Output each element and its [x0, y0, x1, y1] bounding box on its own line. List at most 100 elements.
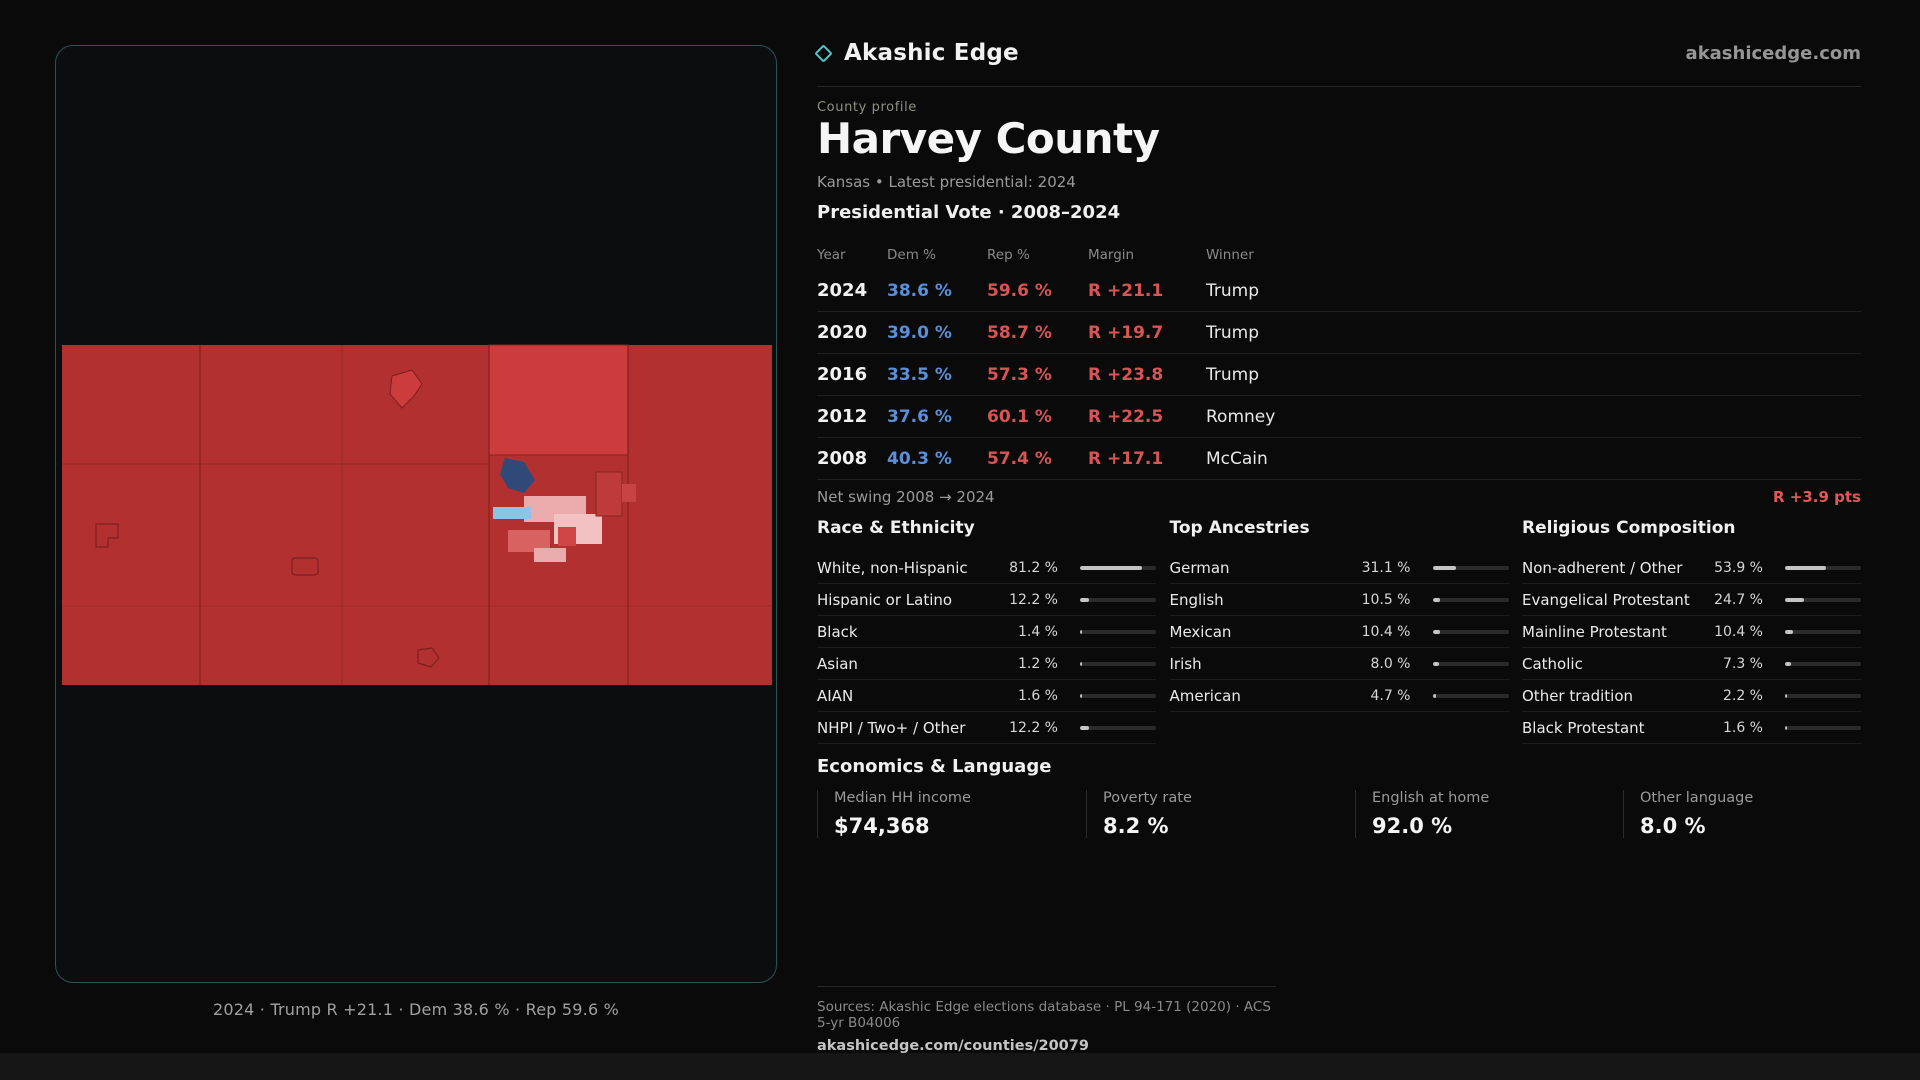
- demo-bar: [1785, 693, 1861, 698]
- demo-row: Irish 8.0 %: [1169, 648, 1509, 680]
- demo-bar: [1432, 629, 1509, 634]
- map-city-rep-precinct: [558, 527, 576, 546]
- demo-value: 4.7 %: [1370, 687, 1411, 704]
- demo-bar-fill: [1432, 597, 1441, 602]
- demo-value: 1.6 %: [1017, 687, 1058, 704]
- demo-row: Non-adherent / Other 53.9 %: [1522, 552, 1861, 584]
- demo-row: German 31.1 %: [1169, 552, 1509, 584]
- demo-value: 1.2 %: [1017, 655, 1058, 672]
- demo-bar: [1080, 565, 1156, 570]
- demo-bar: [1080, 597, 1156, 602]
- brand-diamond-icon: [814, 43, 833, 63]
- demo-bar-fill: [1432, 565, 1457, 570]
- demo-value: 24.7 %: [1714, 591, 1763, 608]
- vote-winner: Trump: [1206, 280, 1260, 301]
- demo-bar-fill: [1785, 597, 1804, 602]
- demo-column: Religious Composition Non-adherent / Othe…: [1522, 518, 1861, 744]
- map-east-precinct: [595, 471, 623, 517]
- demo-row: Black Protestant 1.6 %: [1522, 712, 1861, 744]
- vote-dem-pct: 33.5 %: [887, 364, 952, 385]
- demo-row: Black 1.4 %: [817, 616, 1156, 648]
- map-city-cluster: [493, 458, 636, 562]
- brand-name: Akashic Edge: [844, 40, 1019, 66]
- map-precinct-boundaries: [62, 345, 772, 685]
- demo-bar: [1785, 565, 1861, 570]
- net-swing-value: R +3.9 pts: [1773, 488, 1861, 506]
- stat-cell: Poverty rate 8.2 %: [1086, 790, 1355, 838]
- demo-bar-fill: [1080, 629, 1082, 634]
- demo-row: Catholic 7.3 %: [1522, 648, 1861, 680]
- footer: Sources: Akashic Edge elections database…: [817, 986, 1276, 1054]
- demo-column-heading: Religious Composition: [1522, 518, 1736, 538]
- demo-label: Non-adherent / Other: [1522, 558, 1683, 577]
- demo-bar: [1432, 565, 1509, 570]
- vote-margin: R +23.8: [1088, 364, 1164, 385]
- net-swing-label: Net swing 2008 → 2024: [817, 488, 995, 506]
- demo-bar-fill: [1080, 565, 1142, 570]
- demo-bar-fill: [1785, 661, 1791, 666]
- demo-value: 12.2 %: [1009, 719, 1058, 736]
- demo-value: 8.0 %: [1370, 655, 1411, 672]
- demo-value: 31.1 %: [1361, 559, 1411, 576]
- demo-bar: [1785, 661, 1861, 666]
- demo-bar-fill: [1080, 725, 1090, 730]
- demo-value: 10.5 %: [1361, 591, 1411, 608]
- brand: Akashic Edge: [814, 40, 1019, 66]
- economics-heading: Economics & Language: [817, 756, 1052, 777]
- vote-column-header: Rep %: [987, 247, 1030, 263]
- demo-value: 1.6 %: [1722, 719, 1763, 736]
- county-map-panel[interactable]: [55, 45, 777, 983]
- vote-year: 2020: [817, 322, 868, 343]
- net-swing-row: Net swing 2008 → 2024 R +3.9 pts: [817, 488, 1861, 506]
- vote-dem-pct: 38.6 %: [887, 280, 952, 301]
- stat-label: Other language: [1640, 790, 1754, 806]
- demo-label: Mexican: [1169, 622, 1232, 641]
- stat-cell: Median HH income $74,368: [817, 790, 1086, 838]
- demo-value: 2.2 %: [1722, 687, 1763, 704]
- vote-margin: R +19.7: [1088, 322, 1164, 343]
- vote-winner: Trump: [1206, 364, 1260, 385]
- demo-value: 7.3 %: [1722, 655, 1763, 672]
- demo-label: Other tradition: [1522, 686, 1634, 705]
- stat-value: 8.0 %: [1640, 814, 1706, 838]
- demo-column: Top Ancestries German 31.1 % English 10.5 % M…: [1169, 518, 1509, 744]
- footer-permalink-link[interactable]: akashicedge.com/counties/20079: [817, 1038, 1089, 1054]
- vote-row: 2024 38.6 % 59.6 % R +21.1 Trump: [817, 270, 1861, 312]
- demo-row: Mainline Protestant 10.4 %: [1522, 616, 1861, 648]
- demo-bar: [1432, 597, 1509, 602]
- demo-row: American 4.7 %: [1169, 680, 1509, 712]
- stat-cell: Other language 8.0 %: [1623, 790, 1861, 838]
- demo-row: Asian 1.2 %: [817, 648, 1156, 680]
- demo-row: Other tradition 2.2 %: [1522, 680, 1861, 712]
- demo-label: White, non-Hispanic: [817, 558, 968, 577]
- demo-bar: [1785, 597, 1861, 602]
- footer-sources: Sources: Akashic Edge elections database…: [817, 999, 1271, 1031]
- demo-column: Race & Ethnicity White, non-Hispanic 81.2 …: [817, 518, 1156, 744]
- demo-row: Hispanic or Latino 12.2 %: [817, 584, 1156, 616]
- demo-bar: [1080, 693, 1156, 698]
- brand-domain-link[interactable]: akashicedge.com: [1685, 42, 1861, 64]
- demo-row: AIAN 1.6 %: [817, 680, 1156, 712]
- demo-label: American: [1169, 686, 1241, 705]
- demo-value: 12.2 %: [1009, 591, 1058, 608]
- vote-rep-pct: 58.7 %: [987, 322, 1052, 343]
- demo-label: Asian: [817, 654, 858, 673]
- demographics-columns: Race & Ethnicity White, non-Hispanic 81.2 …: [817, 518, 1861, 744]
- demo-row: Evangelical Protestant 24.7 %: [1522, 584, 1861, 616]
- demo-label: NHPI / Two+ / Other: [817, 718, 966, 737]
- demo-label: German: [1169, 558, 1230, 577]
- demo-row: NHPI / Two+ / Other 12.2 %: [817, 712, 1156, 744]
- vote-row: 2016 33.5 % 57.3 % R +23.8 Trump: [817, 354, 1861, 396]
- demo-value: 81.2 %: [1009, 559, 1058, 576]
- stat-label: Poverty rate: [1103, 790, 1192, 806]
- map-county-area: [62, 344, 772, 685]
- vote-column-header: Winner: [1206, 247, 1254, 263]
- stat-label: English at home: [1372, 790, 1490, 806]
- vote-dem-pct: 40.3 %: [887, 448, 952, 469]
- demo-row: English 10.5 %: [1169, 584, 1509, 616]
- county-profile-panel: Akashic Edge akashicedge.com County prof…: [814, 0, 1861, 1080]
- vote-year: 2012: [817, 406, 868, 427]
- vote-row: 2020 39.0 % 58.7 % R +19.7 Trump: [817, 312, 1861, 354]
- demo-label: Catholic: [1522, 654, 1583, 673]
- demo-bar-fill: [1080, 693, 1082, 698]
